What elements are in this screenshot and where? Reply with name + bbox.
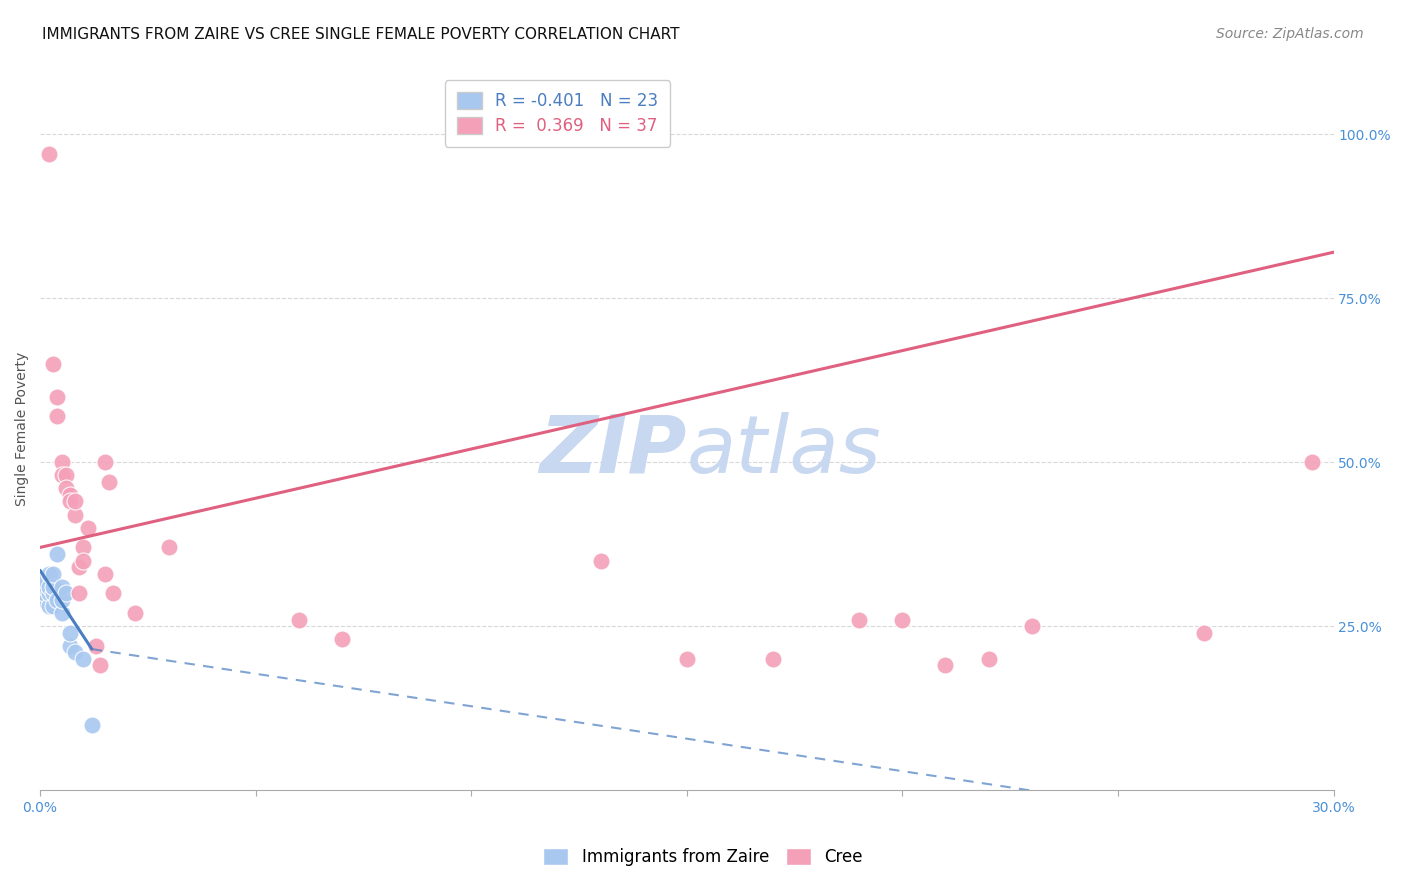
Text: IMMIGRANTS FROM ZAIRE VS CREE SINGLE FEMALE POVERTY CORRELATION CHART: IMMIGRANTS FROM ZAIRE VS CREE SINGLE FEM… <box>42 27 679 42</box>
Point <box>51 606 73 620</box>
Point <box>38 146 60 161</box>
Point <box>675 652 697 666</box>
Point <box>42 586 65 600</box>
Point <box>59 494 82 508</box>
Y-axis label: Single Female Poverty: Single Female Poverty <box>15 352 30 507</box>
Point <box>103 586 125 600</box>
Point <box>51 468 73 483</box>
Point <box>94 455 117 469</box>
Point <box>38 566 60 581</box>
Point <box>762 652 785 666</box>
Point <box>891 613 914 627</box>
Point <box>76 521 98 535</box>
Point <box>42 580 65 594</box>
Point <box>63 494 86 508</box>
Legend: Immigrants from Zaire, Cree: Immigrants from Zaire, Cree <box>536 840 870 875</box>
Point <box>934 658 956 673</box>
Point <box>124 606 146 620</box>
Point <box>34 586 56 600</box>
Point <box>46 593 69 607</box>
Point <box>977 652 1000 666</box>
Text: atlas: atlas <box>686 412 882 490</box>
Point <box>159 541 181 555</box>
Point <box>42 599 65 614</box>
Text: ZIP: ZIP <box>540 412 686 490</box>
Point <box>1192 625 1215 640</box>
Point <box>46 390 69 404</box>
Point <box>42 357 65 371</box>
Point <box>59 639 82 653</box>
Point <box>94 566 117 581</box>
Point <box>42 566 65 581</box>
Point <box>67 560 90 574</box>
Point <box>72 652 94 666</box>
Point <box>63 645 86 659</box>
Point <box>51 455 73 469</box>
Point <box>589 553 612 567</box>
Point <box>51 580 73 594</box>
Point <box>46 409 69 424</box>
Point <box>59 625 82 640</box>
Point <box>288 613 311 627</box>
Point <box>38 586 60 600</box>
Point <box>38 580 60 594</box>
Point <box>63 508 86 522</box>
Point <box>34 593 56 607</box>
Point <box>67 586 90 600</box>
Point <box>98 475 121 489</box>
Point <box>1301 455 1323 469</box>
Point <box>34 580 56 594</box>
Point <box>72 541 94 555</box>
Point <box>59 488 82 502</box>
Point <box>38 599 60 614</box>
Text: Source: ZipAtlas.com: Source: ZipAtlas.com <box>1216 27 1364 41</box>
Point <box>46 547 69 561</box>
Point <box>89 658 111 673</box>
Legend: R = -0.401   N = 23, R =  0.369   N = 37: R = -0.401 N = 23, R = 0.369 N = 37 <box>446 80 669 147</box>
Point <box>51 593 73 607</box>
Point <box>1021 619 1043 633</box>
Point <box>84 639 107 653</box>
Point <box>55 468 77 483</box>
Point <box>330 632 353 647</box>
Point <box>55 586 77 600</box>
Point <box>55 482 77 496</box>
Point <box>848 613 870 627</box>
Point <box>80 717 103 731</box>
Point <box>72 553 94 567</box>
Point <box>34 573 56 587</box>
